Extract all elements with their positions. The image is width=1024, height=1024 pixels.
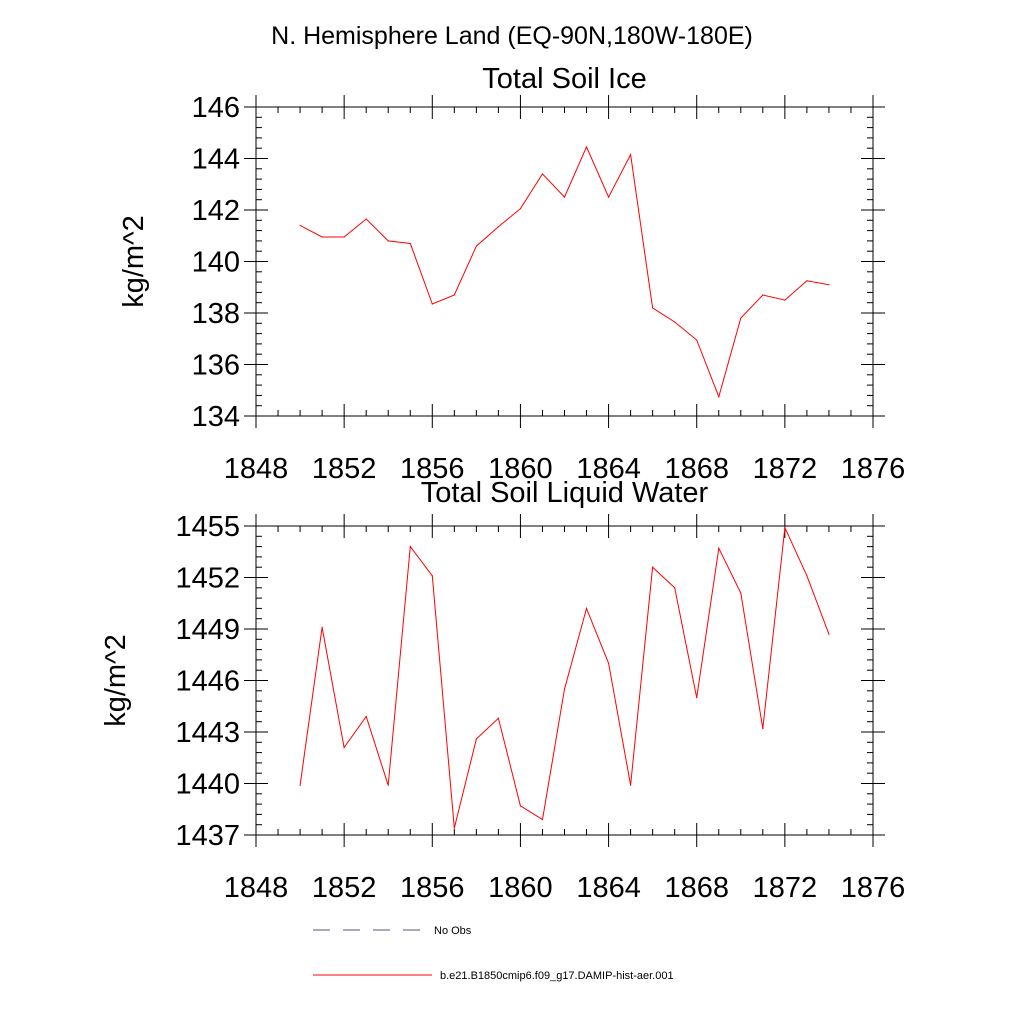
y-tick-label: 146 [192, 92, 240, 124]
y-tick-label: 1446 [175, 666, 240, 698]
data-point [806, 575, 808, 577]
x-tick-label: 1868 [664, 453, 729, 485]
data-point [696, 697, 698, 699]
x-tick-label: 1848 [224, 872, 289, 904]
data-point [563, 688, 566, 690]
data-point [475, 738, 477, 740]
y-tick-label: 1449 [175, 614, 240, 646]
data-point [453, 827, 455, 829]
data-point [784, 527, 786, 529]
data-point [431, 303, 433, 305]
x-tick-label: 1860 [488, 872, 553, 904]
data-point [497, 717, 499, 719]
y-tick-label: 138 [192, 298, 240, 330]
data-point [607, 196, 610, 198]
data-point [652, 566, 654, 568]
data-point [674, 587, 676, 589]
data-point [718, 547, 720, 549]
data-point [387, 784, 389, 786]
data-point [387, 240, 389, 242]
data-point [585, 146, 588, 148]
panel-title: Total Soil Ice [482, 63, 646, 95]
series-line [299, 525, 830, 829]
data-point [563, 196, 566, 198]
data-point [762, 727, 764, 730]
data-point [299, 784, 301, 786]
data-point [343, 746, 345, 749]
y-tick-label: 1443 [175, 717, 240, 749]
data-point [519, 208, 522, 210]
data-point [519, 805, 522, 807]
data-point [299, 224, 301, 227]
x-tick-label: 1856 [400, 453, 465, 485]
data-point [453, 294, 455, 296]
x-tick-label: 1876 [841, 872, 906, 904]
data-point [696, 339, 698, 341]
x-tick-label: 1868 [664, 872, 729, 904]
data-point [541, 818, 544, 821]
x-tick-label: 1864 [576, 872, 641, 904]
y-tick-label: 140 [192, 247, 240, 279]
data-point [674, 321, 676, 323]
data-point [365, 715, 367, 718]
x-tick-label: 1860 [488, 453, 553, 485]
legend-label-model: b.e21.B1850cmip6.f09_g17.DAMIP-hist-aer.… [440, 970, 674, 982]
x-tick-label: 1872 [753, 453, 818, 485]
data-point [828, 284, 830, 286]
data-point [718, 396, 720, 398]
y-tick-label: 142 [192, 195, 240, 227]
panel-title: Total Soil Liquid Water [421, 477, 709, 509]
y-axis-label: kg/m^2 [118, 215, 150, 308]
y-tick-label: 144 [192, 144, 240, 176]
legend-label-no-obs: No Obs [434, 925, 472, 937]
x-tick-label: 1852 [312, 453, 377, 485]
plot-frame [255, 106, 874, 417]
data-point [409, 242, 411, 245]
data-point [784, 299, 786, 301]
x-tick-label: 1872 [753, 872, 818, 904]
data-point [740, 317, 742, 319]
x-tick-label: 1848 [224, 453, 289, 485]
data-point [652, 307, 654, 309]
data-point [806, 280, 808, 282]
data-point [497, 226, 499, 228]
data-point [762, 294, 764, 296]
y-tick-label: 136 [192, 350, 240, 382]
chart-panel-total-soil-ice: Total Soil Ice kg/m^2 1848 1852 1856 1860 1864… [118, 63, 905, 485]
data-point [431, 575, 433, 577]
data-point [630, 154, 632, 156]
y-tick-label: 1455 [175, 511, 240, 543]
y-tick-label: 1452 [175, 563, 240, 595]
y-tick-label: 1440 [175, 769, 240, 801]
data-point [321, 236, 323, 238]
x-tick-label: 1852 [312, 872, 377, 904]
data-point [541, 173, 544, 175]
data-point [630, 784, 632, 786]
data-point [607, 662, 610, 664]
chart-panel-total-soil-liquid-water: Total Soil Liquid Water kg/m^2 1848 1852 185… [100, 477, 905, 904]
x-tick-label: 1864 [576, 453, 641, 485]
y-tick-label: 1437 [175, 820, 240, 852]
legend: No Obs b.e21.B1850cmip6.f09_g17.DAMIP-hi… [313, 925, 674, 982]
data-point [585, 607, 588, 610]
x-tick-label: 1856 [400, 872, 465, 904]
data-point [321, 626, 323, 628]
figure-title: N. Hemisphere Land (EQ-90N,180W-180E) [271, 22, 753, 50]
y-tick-label: 134 [192, 401, 240, 433]
data-point [828, 633, 830, 635]
data-point [343, 236, 345, 238]
data-point [365, 218, 367, 220]
data-point [740, 592, 742, 594]
series-line [299, 145, 829, 399]
y-axis-label: kg/m^2 [100, 634, 132, 727]
data-point [409, 546, 411, 548]
x-tick-label: 1876 [841, 453, 906, 485]
data-point [475, 245, 477, 247]
